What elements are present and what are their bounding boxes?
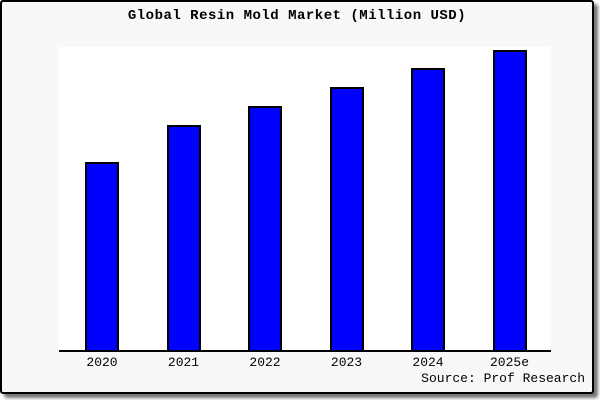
x-tick-label-2021: 2021 <box>167 355 200 370</box>
bar-2020 <box>85 161 119 350</box>
x-tick-label-2025e: 2025e <box>489 355 530 370</box>
bar-2025e <box>492 50 527 350</box>
bar-2022 <box>248 106 282 350</box>
x-tick-label-2024: 2024 <box>412 355 444 370</box>
x-tick-label-2023: 2023 <box>330 355 363 370</box>
x-tick-label-2020: 2020 <box>86 355 118 370</box>
bar-2021 <box>166 125 201 350</box>
bar-2024 <box>411 68 445 350</box>
chart-title: Global Resin Mold Market (Million USD) <box>127 8 467 24</box>
plot-area <box>59 47 551 352</box>
x-tick-label-2022: 2022 <box>249 355 281 370</box>
chart-page: Global Resin Mold Market (Million USD) 2… <box>0 0 594 394</box>
source-text: Source: Prof Research <box>421 371 585 386</box>
bar-2023 <box>329 86 364 350</box>
